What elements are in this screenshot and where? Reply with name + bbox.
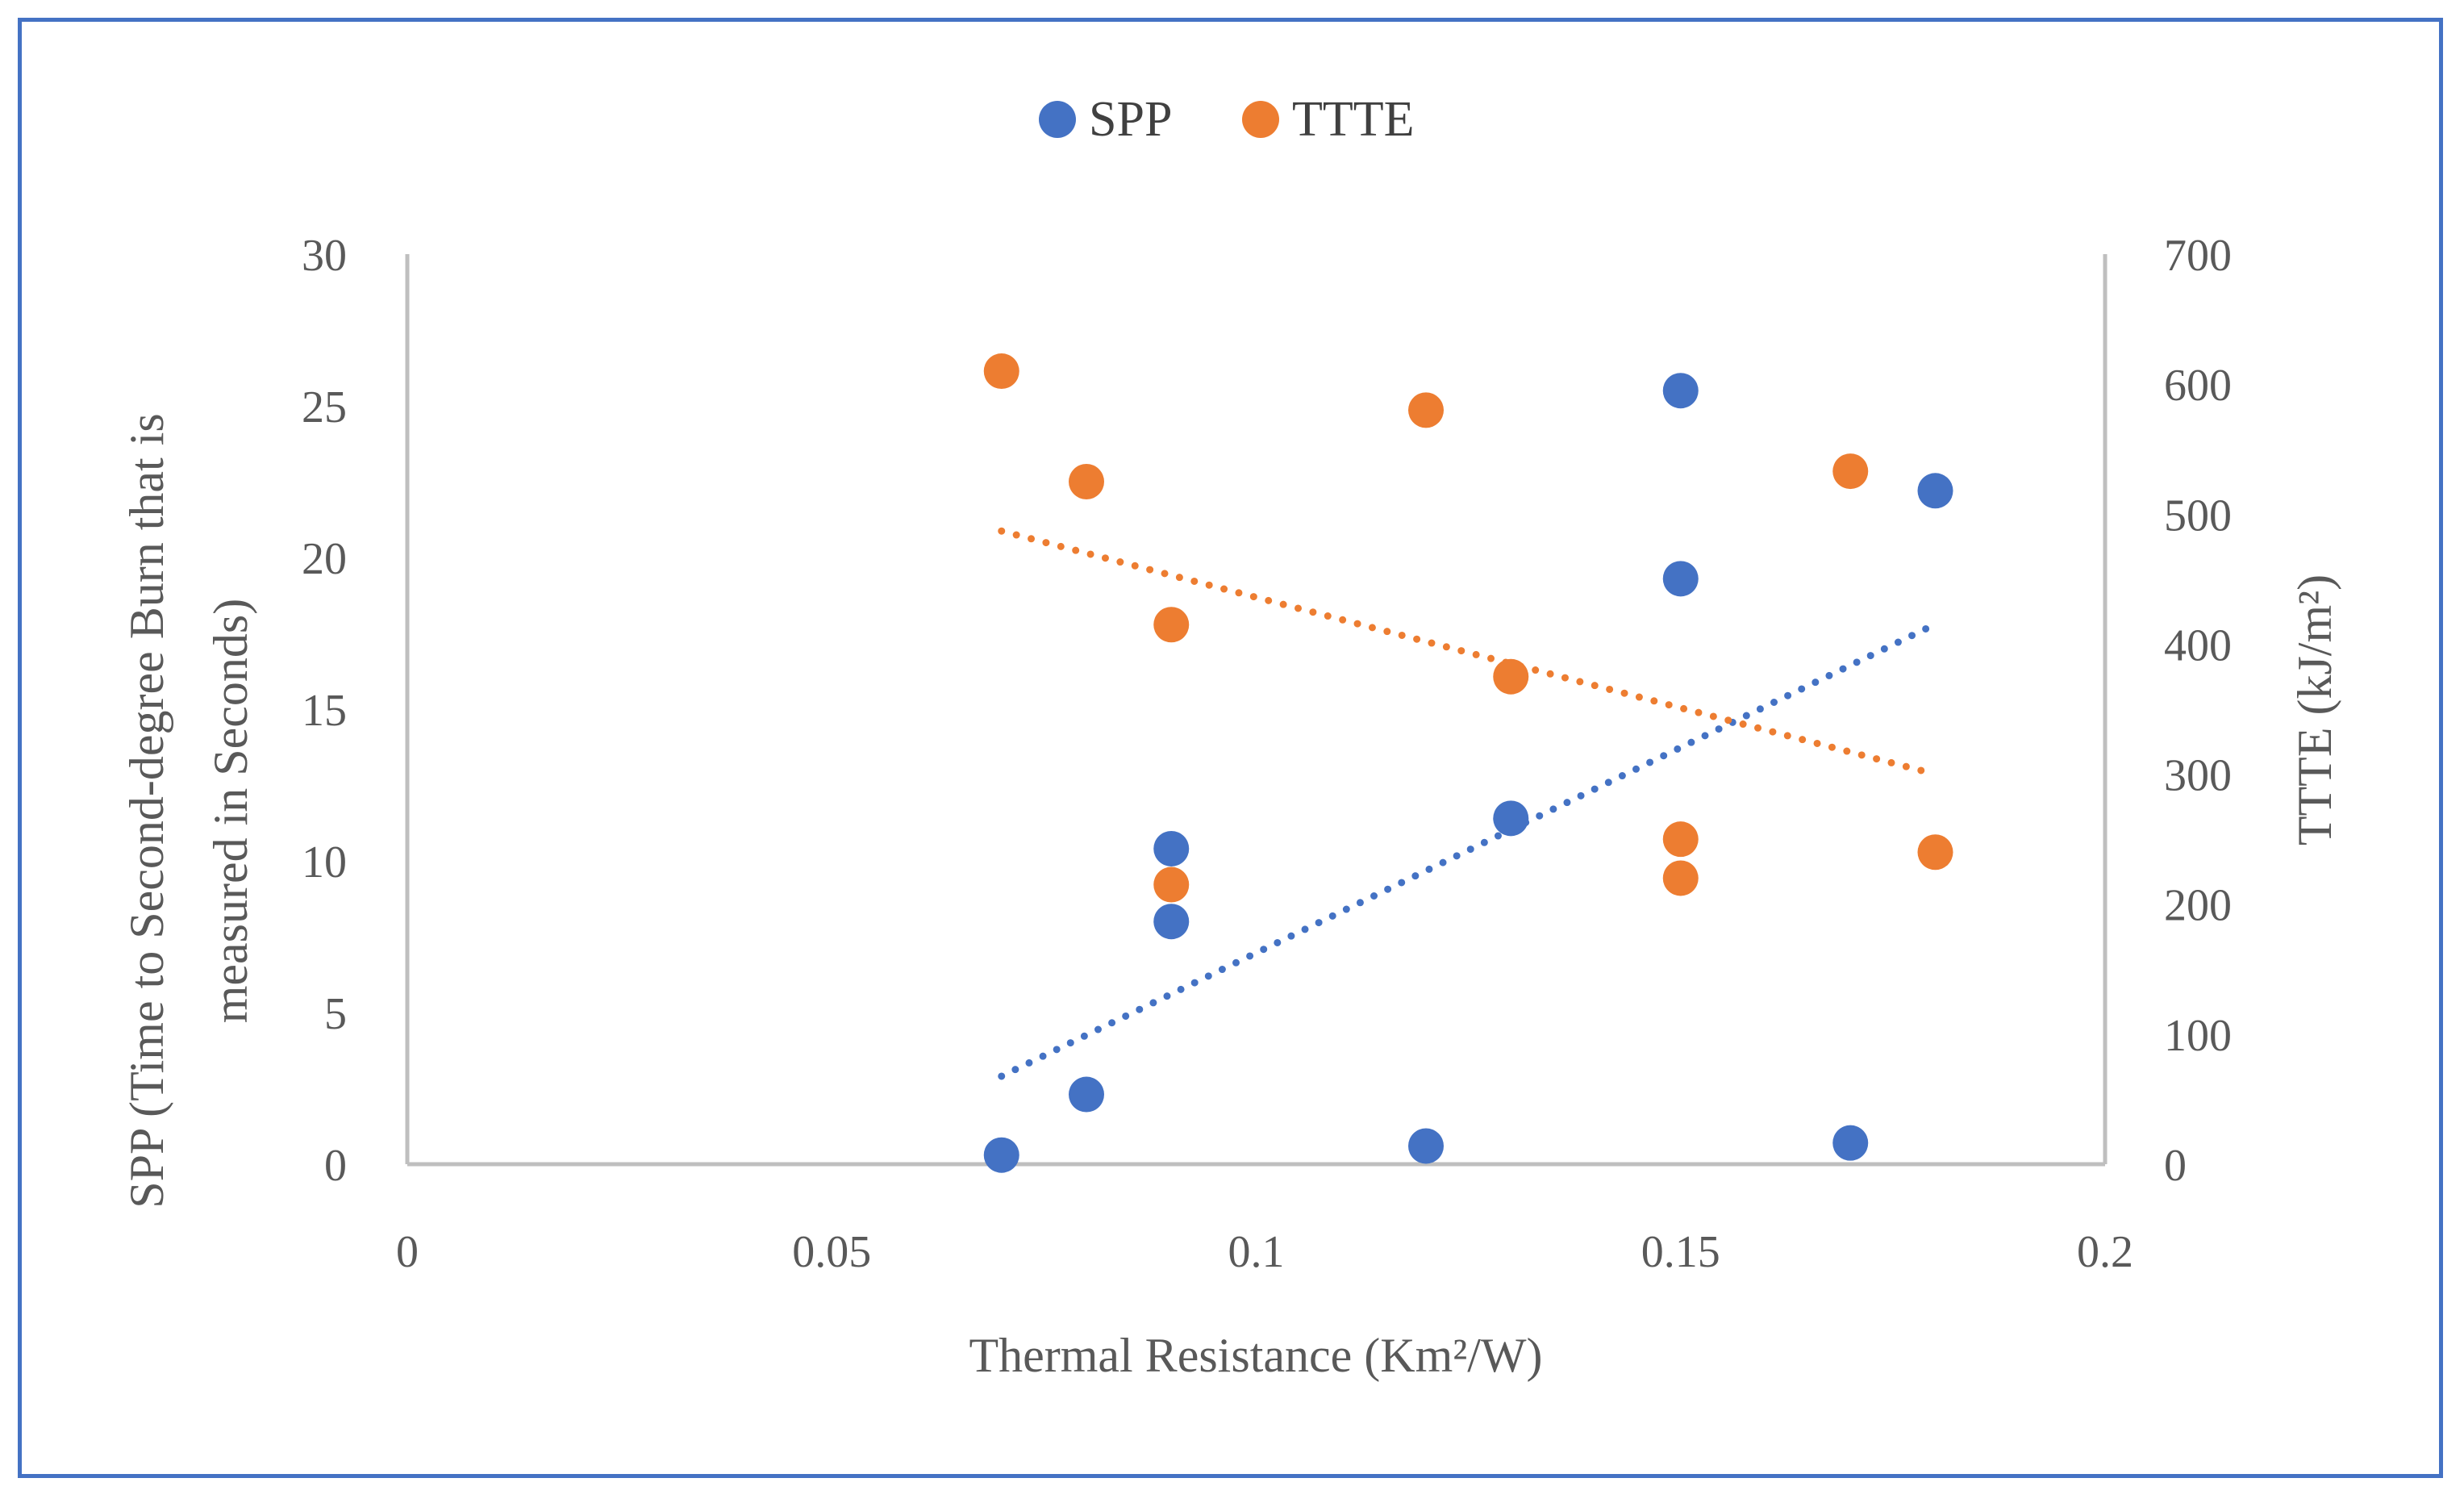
y2-tick-label: 0 bbox=[2164, 1141, 2187, 1191]
point-ttte bbox=[983, 353, 1019, 390]
point-spp bbox=[983, 1137, 1019, 1173]
y2-tick-label: 200 bbox=[2164, 881, 2232, 931]
legend-marker-ttte bbox=[1242, 101, 1279, 138]
y2-tick-label: 300 bbox=[2164, 751, 2232, 801]
trendlines bbox=[998, 527, 1939, 1080]
point-spp bbox=[1069, 1076, 1104, 1113]
point-ttte bbox=[1662, 821, 1699, 858]
legend-label-ttte: TTTE bbox=[1292, 92, 1415, 147]
legend-marker-spp bbox=[1039, 101, 1076, 138]
point-ttte bbox=[1493, 658, 1529, 695]
data-points bbox=[983, 353, 1953, 1173]
y-axis-title-line-1: SPP (Time to Second-degree Burn that is bbox=[120, 413, 173, 1209]
point-ttte bbox=[1153, 866, 1190, 903]
x-tick-label: 0 bbox=[396, 1227, 419, 1277]
legend: SPP TTTE bbox=[1039, 92, 1415, 147]
y2-tick-label: 100 bbox=[2164, 1011, 2232, 1061]
x-tick-label: 0.1 bbox=[1228, 1227, 1285, 1277]
point-ttte bbox=[1832, 453, 1869, 490]
point-spp bbox=[1662, 373, 1699, 409]
y-tick-label: 5 bbox=[324, 989, 347, 1039]
point-spp bbox=[1662, 561, 1699, 597]
point-ttte bbox=[1917, 834, 1953, 871]
point-spp bbox=[1832, 1125, 1869, 1161]
point-ttte bbox=[1662, 860, 1699, 896]
y2-tick-labels: 0 100 200 300 400 500 600 700 bbox=[2164, 231, 2232, 1191]
x-tick-labels: 0 0.05 0.1 0.15 0.2 bbox=[396, 1227, 2133, 1277]
point-spp bbox=[1917, 473, 1953, 509]
x-tick-label: 0.15 bbox=[1641, 1227, 1720, 1277]
legend-label-spp: SPP bbox=[1089, 92, 1172, 147]
y2-axis-title: TTTE (kJ/m²) bbox=[2288, 574, 2341, 846]
point-ttte bbox=[1069, 464, 1104, 499]
point-ttte bbox=[1153, 607, 1190, 643]
y2-tick-label: 700 bbox=[2164, 231, 2232, 281]
y2-tick-label: 400 bbox=[2164, 620, 2232, 670]
x-axis-title: Thermal Resistance (Km²/W) bbox=[969, 1329, 1542, 1382]
point-spp bbox=[1153, 904, 1190, 940]
y2-tick-label: 500 bbox=[2164, 491, 2232, 541]
axes bbox=[405, 254, 2108, 1167]
chart-frame bbox=[18, 18, 2443, 1478]
y-tick-labels: 0 5 10 15 20 25 30 bbox=[302, 231, 347, 1191]
y-tick-label: 30 bbox=[302, 231, 347, 281]
x-tick-label: 0.2 bbox=[2077, 1227, 2133, 1277]
y-tick-label: 15 bbox=[302, 686, 347, 736]
point-ttte bbox=[1408, 392, 1444, 428]
point-spp bbox=[1408, 1128, 1444, 1164]
x-tick-label: 0.05 bbox=[792, 1227, 871, 1277]
y-tick-label: 25 bbox=[302, 382, 347, 432]
y-tick-label: 20 bbox=[302, 534, 347, 584]
trendline-spp bbox=[998, 620, 1939, 1080]
point-spp bbox=[1153, 830, 1190, 866]
point-spp bbox=[1493, 800, 1529, 837]
y-tick-label: 10 bbox=[302, 837, 347, 887]
trendline-ttte bbox=[998, 527, 1939, 779]
y2-tick-label: 600 bbox=[2164, 361, 2232, 411]
y-tick-label: 0 bbox=[324, 1141, 347, 1191]
y-axis-title-line-2: measured in Seconds) bbox=[204, 599, 257, 1024]
